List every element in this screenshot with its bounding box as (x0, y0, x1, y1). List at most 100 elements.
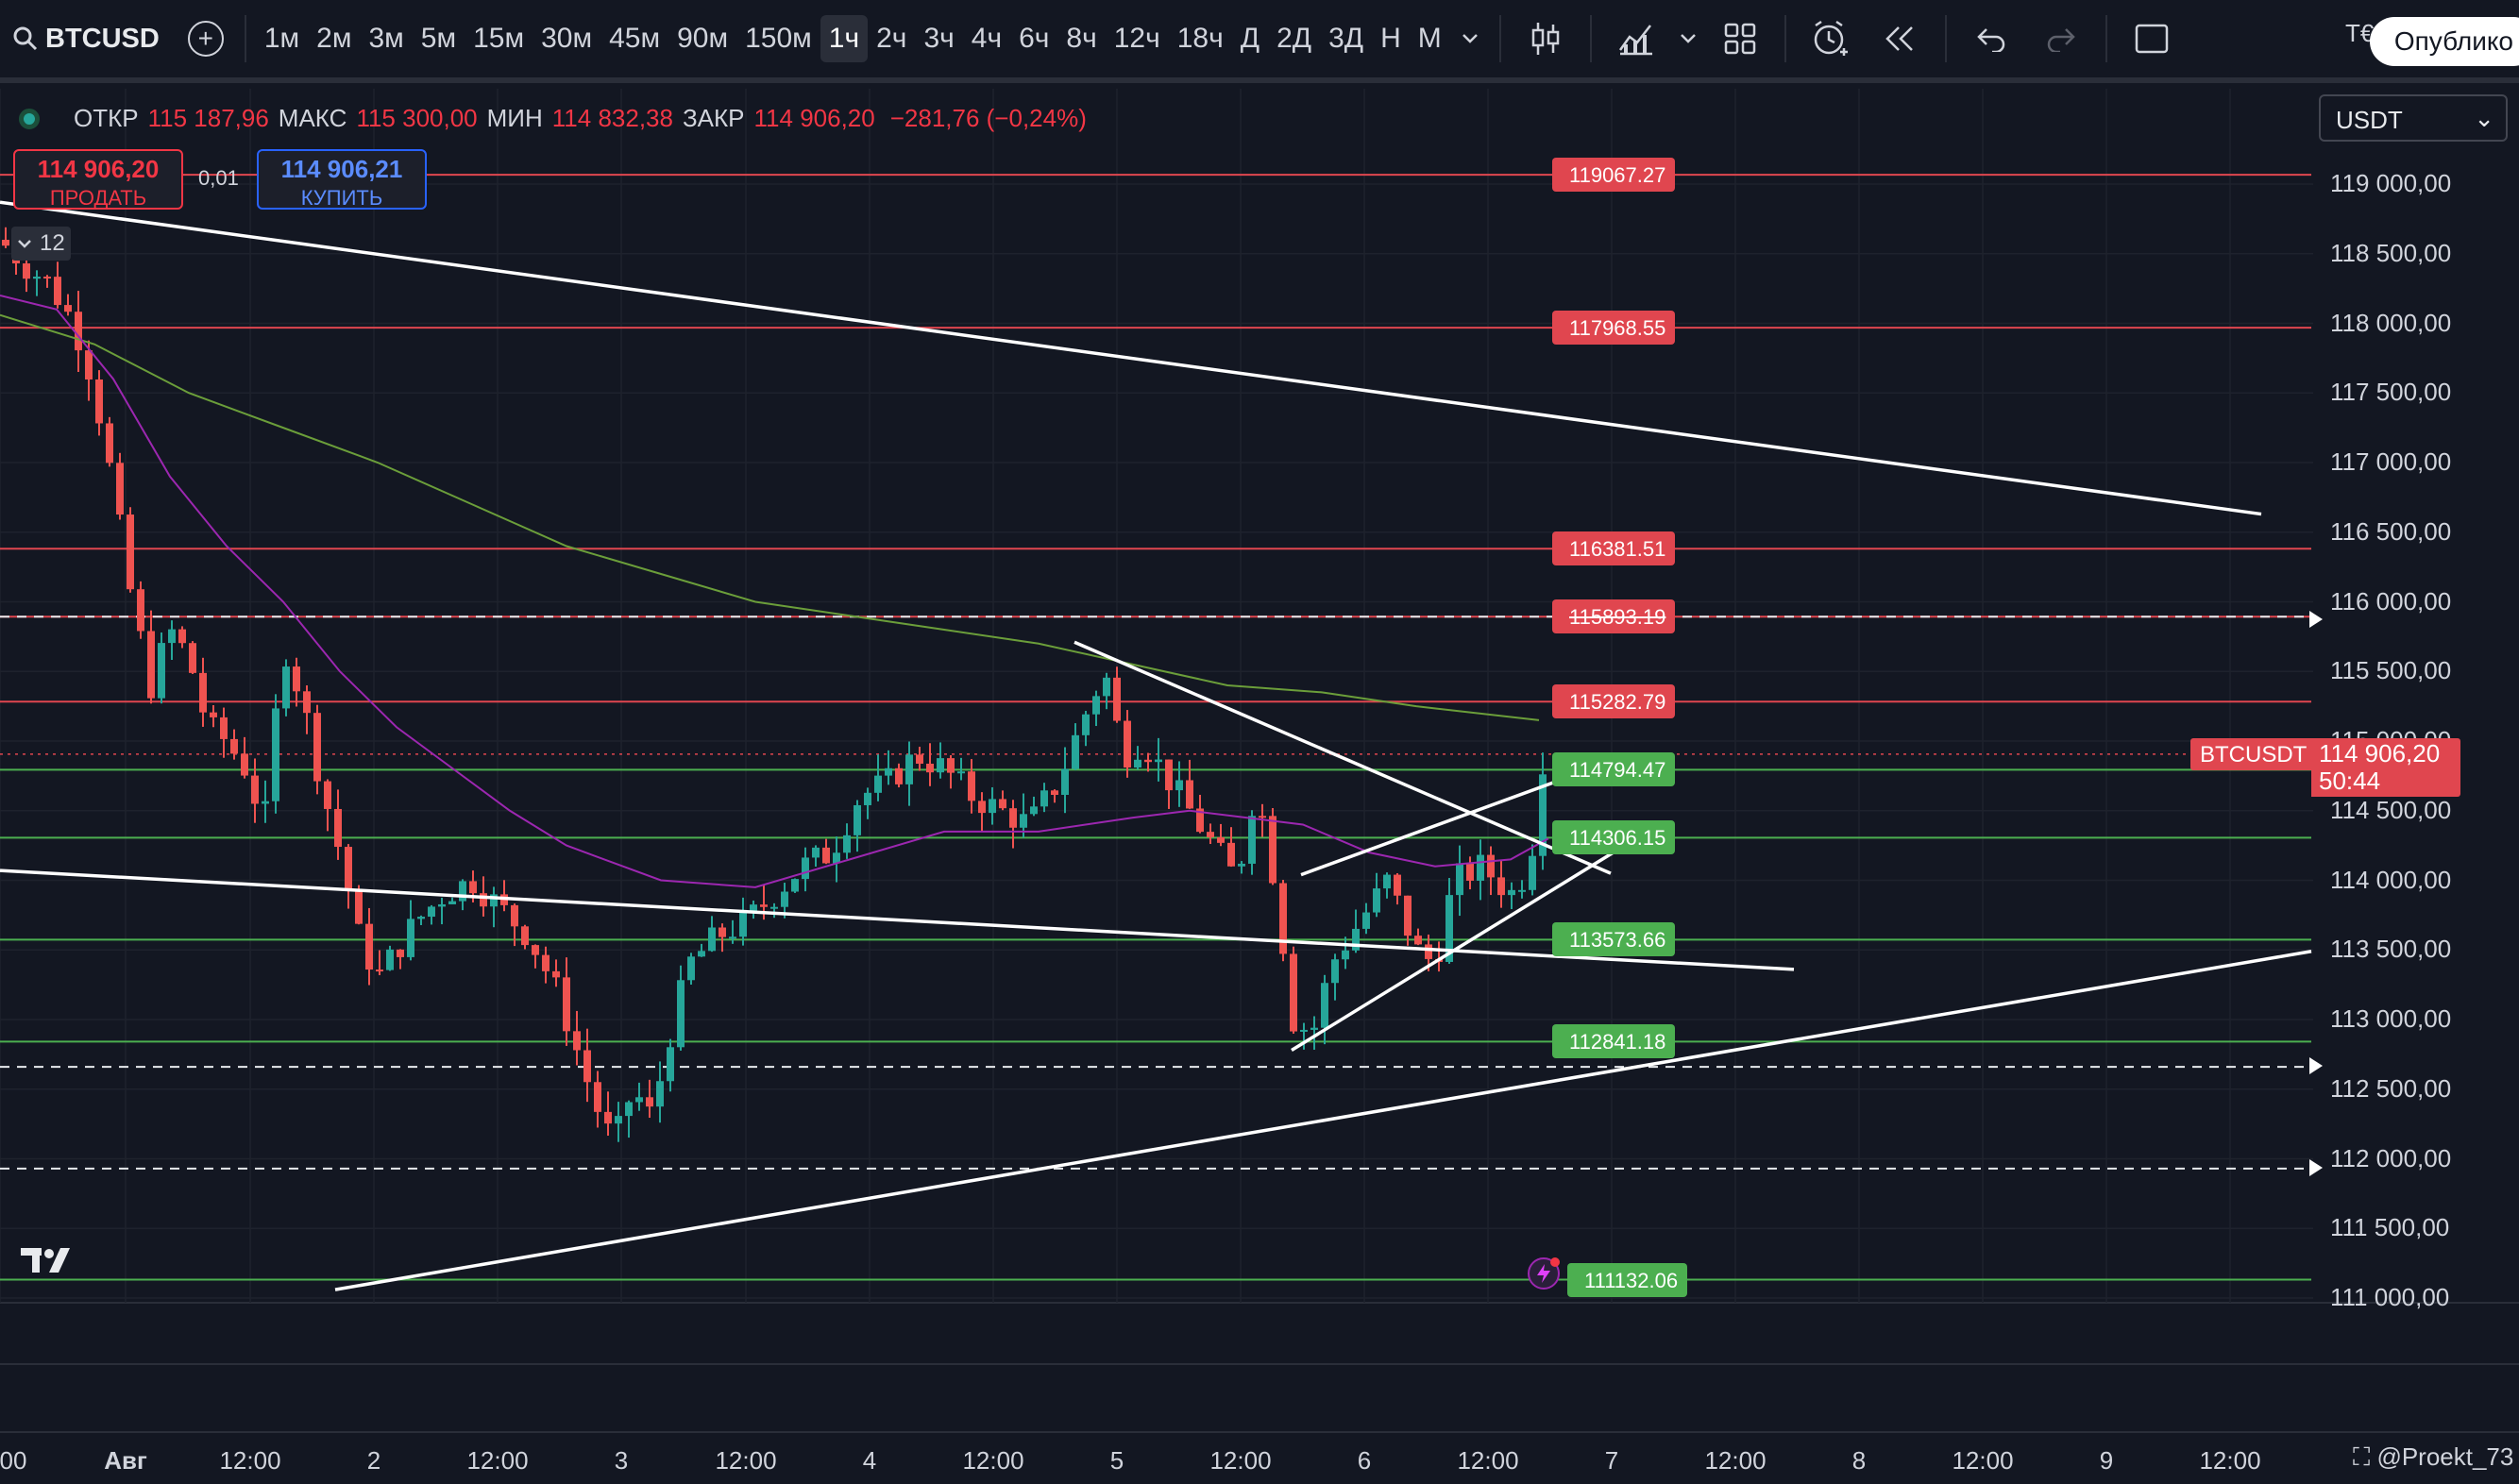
level-label[interactable]: 119067.27 (1552, 158, 1676, 193)
interval-10[interactable]: 1ч (820, 15, 869, 62)
interval-18[interactable]: Д (1240, 23, 1260, 54)
candle-body (604, 1111, 612, 1124)
interval-19[interactable]: 2Д (1276, 23, 1312, 54)
level-value: 116381.51 (1569, 537, 1666, 562)
change-value: −281,76 (−0,24%) (889, 104, 1087, 132)
time-tick: 12:00 (962, 1446, 1024, 1475)
notification-dot (1550, 1257, 1560, 1267)
flash-alert-icon[interactable] (1528, 1257, 1560, 1290)
indicators-dropdown-button[interactable] (1679, 17, 1698, 60)
price-chart[interactable] (0, 89, 2519, 1484)
buy-label: КУПИТЬ (300, 186, 383, 210)
interval-1[interactable]: 1м (263, 23, 300, 54)
high-value: 115 300,00 (356, 104, 478, 132)
candle-body (428, 906, 435, 918)
candle-body (1072, 734, 1079, 769)
candles-icon (1531, 23, 1560, 55)
undo-button[interactable] (1970, 17, 2013, 60)
time-axis[interactable]: 00 Авг 12:00 2 12:00 3 12:00 4 12:00 5 12:00 6 12:00… (0, 1431, 2519, 1484)
layouts-button[interactable] (1718, 17, 1762, 60)
level-label[interactable]: 116381.51 (1552, 531, 1676, 566)
replay-button[interactable] (1879, 17, 1922, 60)
interval-3[interactable]: 3м (368, 23, 404, 54)
candle-body (324, 781, 331, 809)
candle-body (1082, 714, 1090, 735)
currency-select[interactable]: USDT ⌄ (2319, 94, 2508, 142)
candle-body (781, 891, 788, 907)
interval-15[interactable]: 8ч (1066, 23, 1097, 54)
buy-button[interactable]: 114 906,21 КУПИТЬ (257, 149, 427, 210)
candle-body (1051, 790, 1058, 795)
interval-12[interactable]: 3ч (923, 23, 955, 54)
level-label[interactable]: 115282.79 (1552, 684, 1676, 719)
candle-body (532, 945, 539, 955)
candle-body (542, 954, 549, 971)
interval-14[interactable]: 6ч (1019, 23, 1050, 54)
level-label[interactable]: 117968.55 (1552, 311, 1676, 346)
price-axis[interactable]: 119 000,00 118 500,00 118 000,00 117 500,00… (2313, 0, 2519, 1311)
candle-body (75, 312, 82, 351)
candle-body (303, 691, 311, 714)
candle-body (594, 1082, 601, 1112)
chevron-down-icon (1462, 34, 1478, 43)
candle-style-button[interactable] (1524, 17, 1567, 60)
candle-body (812, 847, 820, 858)
interval-22[interactable]: М (1417, 23, 1442, 54)
candle-body (1061, 768, 1069, 795)
candle-body (739, 910, 747, 937)
interval-2[interactable]: 2м (316, 23, 352, 54)
time-tick: Авг (104, 1446, 147, 1475)
candle-body (54, 277, 61, 306)
publish-button[interactable]: Опублико (2369, 17, 2519, 66)
candle-body (1508, 889, 1515, 896)
symbol-search[interactable]: BTCUSD (13, 24, 160, 55)
level-label[interactable]: 111132.06 (1567, 1262, 1688, 1297)
interval-17[interactable]: 18ч (1176, 23, 1224, 54)
indicators-button[interactable] (1615, 17, 1658, 60)
interval-21[interactable]: Н (1380, 23, 1401, 54)
candle-body (583, 1050, 591, 1083)
candle-body (854, 804, 861, 835)
level-label[interactable]: 113573.66 (1552, 922, 1676, 957)
interval-13[interactable]: 4ч (971, 23, 1003, 54)
candle-body (376, 970, 383, 972)
interval-7[interactable]: 45м (609, 23, 661, 54)
level-label[interactable]: 115893.19 (1552, 599, 1676, 634)
sell-button[interactable]: 114 906,20 ПРОДАТЬ (13, 149, 183, 210)
interval-8[interactable]: 90м (677, 23, 729, 54)
lot-size[interactable]: 0,01 (198, 166, 239, 190)
candle-body (656, 1081, 664, 1107)
fullscreen-button[interactable] (2130, 17, 2173, 60)
indicators-icon (1618, 25, 1652, 56)
candle-body (1321, 983, 1328, 1028)
level-value: 114794.47 (1569, 758, 1666, 783)
alert-button[interactable] (1809, 17, 1852, 60)
candle-body (864, 792, 871, 805)
candle-body (1404, 895, 1412, 936)
level-label[interactable]: 112841.18 (1552, 1024, 1676, 1059)
candle-body (262, 801, 269, 804)
level-label[interactable]: 114306.15 (1552, 820, 1676, 855)
interval-20[interactable]: 3Д (1328, 23, 1364, 54)
interval-4[interactable]: 5м (420, 23, 457, 54)
interval-9[interactable]: 150м (745, 23, 812, 54)
redo-button[interactable] (2039, 17, 2083, 60)
currency-value: USDT (2336, 106, 2403, 134)
interval-11[interactable]: 2ч (876, 23, 907, 54)
time-tick: 12:00 (1704, 1446, 1767, 1475)
candle-body (438, 903, 446, 907)
candle-body (116, 463, 124, 515)
indicators-collapse-button[interactable]: 12 (11, 227, 71, 261)
time-tick: 12:00 (715, 1446, 777, 1475)
compare-add-button[interactable]: + (187, 21, 224, 57)
interval-16[interactable]: 12ч (1113, 23, 1160, 54)
interval-6[interactable]: 30м (541, 23, 593, 54)
price-tick: 113 000,00 (2330, 1004, 2452, 1033)
price-tick: 117 000,00 (2330, 447, 2452, 476)
level-label[interactable]: 114794.47 (1552, 752, 1676, 787)
high-label: МАКС (278, 104, 347, 132)
interval-5[interactable]: 15м (473, 23, 525, 54)
interval-dropdown-button[interactable] (1456, 17, 1484, 60)
rewind-icon (1885, 26, 1913, 51)
candle-body (2, 240, 9, 246)
